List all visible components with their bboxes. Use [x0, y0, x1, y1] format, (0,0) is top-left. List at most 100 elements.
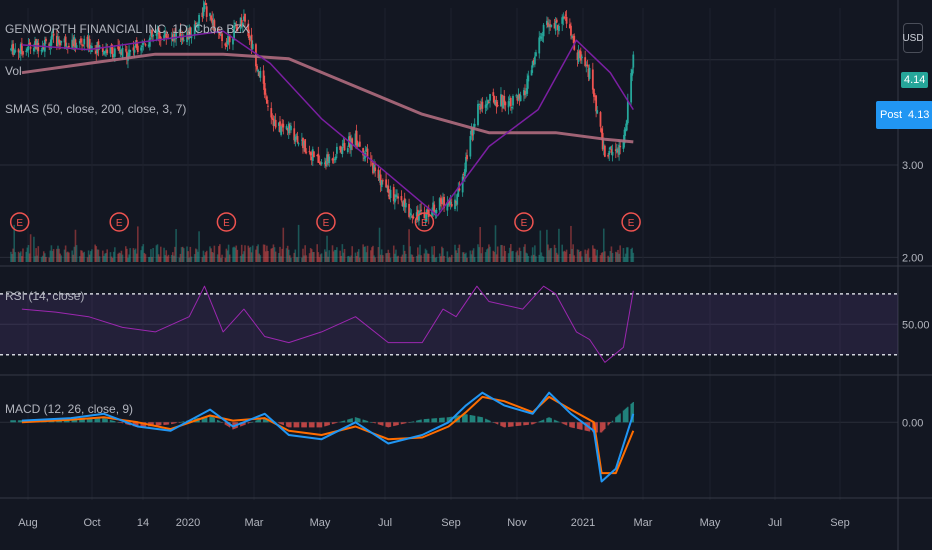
volume-bar — [519, 251, 522, 262]
macd-histogram-bar — [610, 421, 613, 423]
volume-bar — [516, 250, 519, 262]
candle-body — [389, 189, 392, 199]
candle-body — [563, 17, 566, 19]
volume-bar — [433, 246, 436, 262]
volume-bar — [502, 256, 504, 262]
volume-bar — [296, 257, 299, 262]
volume-bar — [511, 251, 513, 262]
macd-histogram-bar — [118, 422, 120, 423]
macd-histogram-bar — [13, 420, 15, 423]
volume-bar — [68, 252, 70, 262]
macd-histogram-bar — [262, 417, 265, 423]
candle-body — [51, 35, 54, 37]
candle-body — [623, 129, 626, 144]
macd-histogram-bar — [171, 422, 173, 425]
volume-bar — [147, 257, 150, 262]
candle-body — [286, 128, 289, 131]
candle-body — [119, 49, 122, 53]
candle-body — [243, 16, 245, 21]
candle-body — [28, 42, 31, 46]
macd-histogram-bar — [563, 422, 566, 425]
macd-histogram-bar — [102, 418, 104, 423]
volume-bar — [387, 249, 390, 262]
macd-histogram-bar — [81, 419, 83, 423]
currency-button[interactable]: USD — [902, 23, 924, 53]
volume-bar — [349, 257, 351, 262]
volume-bar — [235, 245, 238, 262]
macd-histogram-bar — [426, 418, 429, 423]
macd-histogram-bar — [584, 422, 586, 431]
macd-histogram-bar — [255, 420, 257, 423]
volume-bar — [572, 244, 574, 262]
volume-bar — [549, 248, 551, 262]
candle-body — [257, 69, 260, 73]
macd-histogram-bar — [373, 422, 375, 423]
candle-body — [585, 65, 588, 67]
volume-bar — [500, 244, 502, 262]
candle-body — [486, 100, 489, 105]
candle-body — [188, 29, 191, 40]
candle-body — [630, 73, 633, 103]
volume-bar — [86, 257, 89, 262]
volume-bar — [465, 252, 467, 262]
earnings-marker-label: E — [116, 218, 123, 229]
macd-histogram-bar — [538, 421, 540, 423]
volume-bar — [219, 244, 221, 262]
candle-body — [355, 130, 358, 146]
candle-body — [393, 199, 396, 203]
volume-bar — [458, 244, 461, 262]
volume-bar — [52, 249, 55, 262]
volume-bar — [313, 251, 315, 262]
candle-body — [462, 173, 465, 175]
candle-body — [466, 155, 468, 160]
candle-body — [101, 47, 104, 52]
macd-histogram-bar — [418, 420, 420, 423]
volume-bar — [65, 252, 68, 262]
macd-histogram-bar — [297, 422, 300, 428]
candle-body — [132, 47, 135, 51]
volume-bar — [210, 248, 212, 262]
macd-histogram-bar — [484, 418, 487, 423]
candle-body — [186, 32, 188, 43]
macd-histogram-bar — [504, 422, 507, 428]
candle-body — [50, 36, 53, 46]
macd-histogram-bar — [487, 419, 489, 423]
time-tick-label: Oct — [83, 517, 100, 529]
macd-histogram-bar — [510, 422, 512, 427]
candle-body — [372, 162, 374, 174]
candle-body — [227, 36, 230, 43]
macd-histogram-bar — [386, 422, 388, 428]
macd-histogram-bar — [374, 422, 376, 424]
macd-histogram-bar — [569, 422, 571, 427]
macd-histogram-bar — [87, 419, 90, 423]
volume-bar — [175, 229, 177, 262]
macd-histogram-bar — [164, 422, 166, 425]
volume-bar — [448, 256, 451, 262]
candle-body — [202, 7, 205, 16]
volume-bar — [75, 245, 78, 262]
volume-bar — [64, 245, 67, 262]
volume-bar — [347, 256, 349, 262]
candle-body — [343, 142, 346, 151]
macd-histogram-bar — [74, 420, 77, 423]
macd-histogram-bar — [282, 422, 284, 426]
candle-body — [128, 49, 130, 57]
macd-histogram-bar — [464, 414, 466, 423]
macd-histogram-bar — [441, 417, 443, 423]
candle-body — [63, 38, 66, 43]
volume-bar — [623, 256, 626, 262]
macd-histogram-bar — [507, 422, 510, 427]
candle-body — [548, 26, 550, 28]
candle-body — [600, 128, 603, 133]
candle-body — [450, 203, 453, 207]
volume-bar — [156, 244, 159, 262]
volume-bar — [400, 256, 403, 262]
candle-body — [181, 37, 184, 41]
macd-histogram-bar — [209, 415, 211, 423]
candle-body — [380, 180, 383, 188]
candle-body — [332, 158, 335, 160]
time-tick-label: 2020 — [176, 517, 200, 529]
macd-histogram-bar — [105, 418, 107, 423]
candle-body — [624, 128, 627, 131]
